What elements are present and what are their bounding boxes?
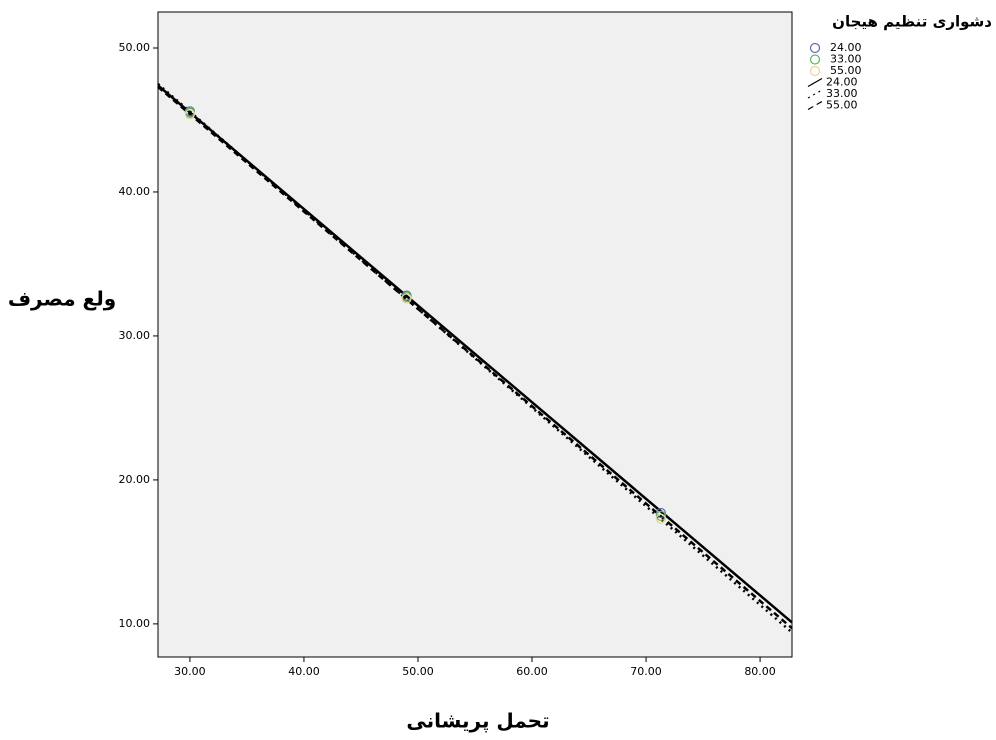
point [401, 293, 412, 304]
y-tick-label: 30.00 [119, 329, 151, 342]
legend-label: 24.00 [826, 76, 858, 89]
x-tick-label: 30.00 [174, 665, 206, 678]
y-tick-label: 50.00 [119, 41, 151, 54]
point [655, 513, 666, 524]
fit-line [157, 85, 793, 630]
legend-label: 55.00 [830, 64, 862, 77]
legend-line [807, 89, 823, 99]
x-tick-label: 70.00 [630, 665, 662, 678]
x-tick-label: 40.00 [288, 665, 320, 678]
legend-marker [809, 42, 821, 54]
x-tick-label: 60.00 [516, 665, 548, 678]
legend-label: 55.00 [826, 99, 858, 112]
point [655, 510, 666, 522]
plot-area [157, 11, 793, 658]
legend-title: دشواری تنظیم هیجان [832, 13, 992, 31]
x-tick-label: 50.00 [402, 665, 434, 678]
fit-line [157, 83, 793, 634]
legend-label: 33.00 [830, 53, 862, 66]
y-tick-label: 10.00 [119, 617, 151, 630]
legend-label: 33.00 [826, 87, 858, 100]
point [184, 109, 196, 120]
legend-marker [809, 54, 821, 65]
point [655, 507, 666, 519]
x-tick-label: 80.00 [744, 665, 776, 678]
y-tick-label: 40.00 [119, 185, 151, 198]
legend-label: 24.00 [830, 41, 862, 54]
legend-line [807, 77, 823, 88]
y-axis-label: ولع مصرف [8, 287, 116, 311]
y-tick-label: 20.00 [119, 473, 151, 486]
x-axis-label: تحمل پریشانی [406, 709, 549, 734]
legend-line [807, 100, 823, 111]
legend-marker [809, 65, 821, 77]
